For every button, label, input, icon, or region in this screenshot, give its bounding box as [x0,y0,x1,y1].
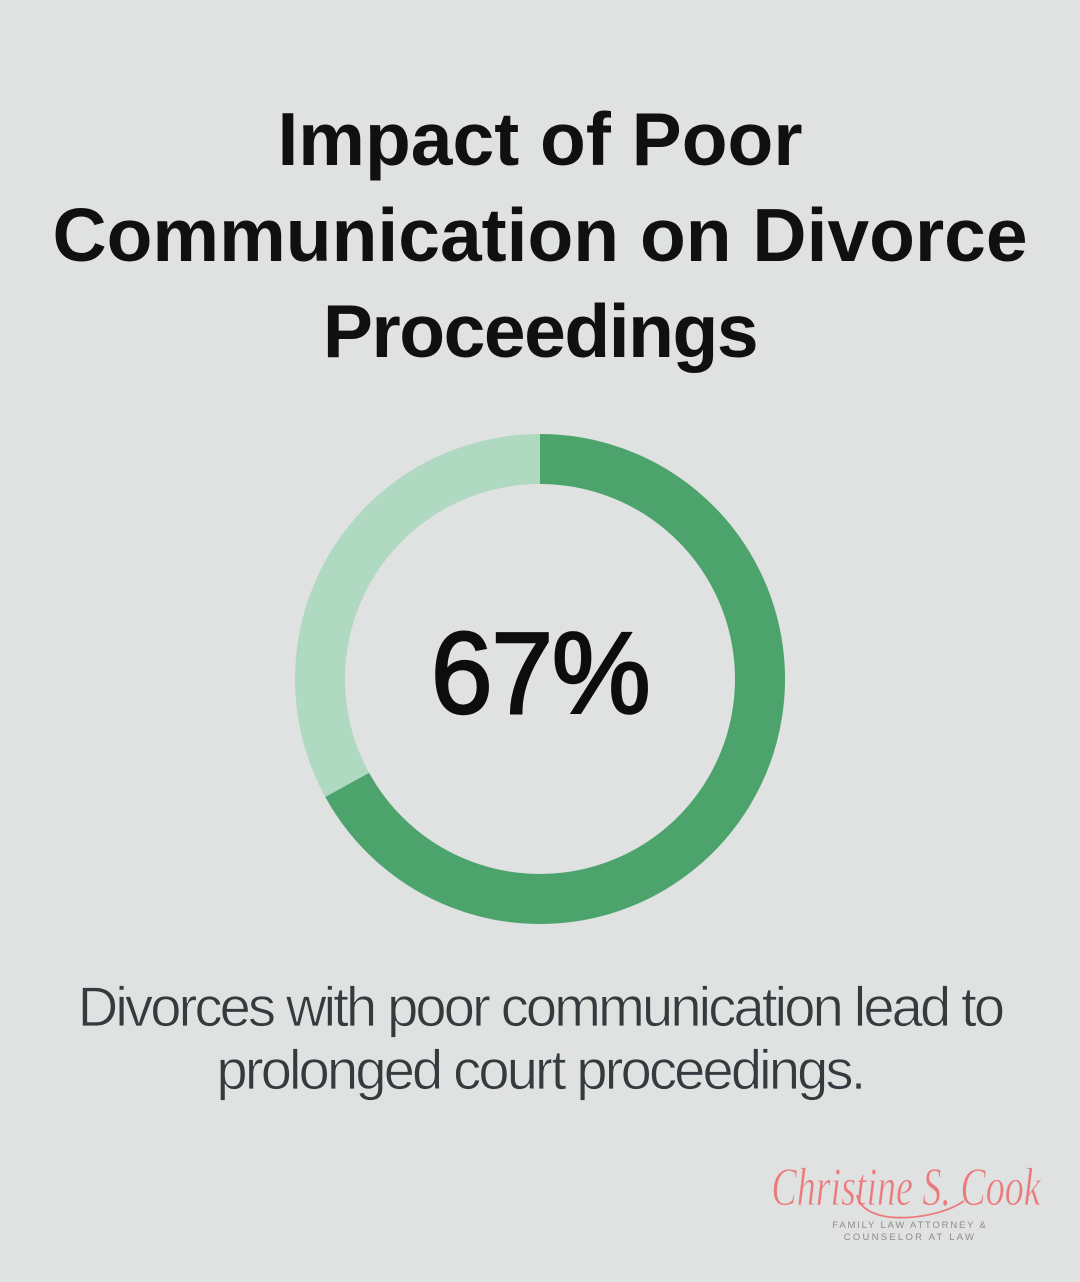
svg-text:Christine S. Cook: Christine S. Cook [771,1158,1041,1218]
